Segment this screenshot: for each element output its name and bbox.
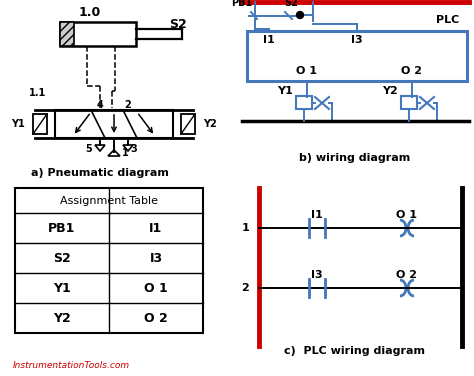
Text: 3: 3 <box>130 144 137 154</box>
Bar <box>60 22 136 46</box>
Text: O 2: O 2 <box>144 311 168 324</box>
Bar <box>296 96 312 109</box>
Text: b) wiring diagram: b) wiring diagram <box>300 153 410 163</box>
Text: Assignment Table: Assignment Table <box>60 196 158 206</box>
Text: PB1: PB1 <box>231 0 252 8</box>
Text: O 1: O 1 <box>144 282 168 294</box>
Text: Y2: Y2 <box>53 311 71 324</box>
Text: 5: 5 <box>85 144 92 154</box>
Text: O 2: O 2 <box>401 66 422 76</box>
Text: 1: 1 <box>122 148 129 158</box>
Text: 1.0: 1.0 <box>79 6 101 18</box>
Text: S2: S2 <box>53 252 71 264</box>
Text: O 1: O 1 <box>297 66 318 76</box>
Text: c)  PLC wiring diagram: c) PLC wiring diagram <box>284 346 426 356</box>
Text: I1: I1 <box>311 210 323 220</box>
Text: Y2: Y2 <box>203 119 217 129</box>
Bar <box>181 114 195 134</box>
Text: S2: S2 <box>169 18 187 30</box>
Text: 2: 2 <box>125 100 131 110</box>
Text: 1: 1 <box>241 223 249 233</box>
Text: 4: 4 <box>97 100 103 110</box>
Text: O 1: O 1 <box>396 210 418 220</box>
Circle shape <box>297 12 303 18</box>
Text: O 2: O 2 <box>396 270 418 280</box>
Text: PLC: PLC <box>436 15 459 25</box>
Text: I3: I3 <box>311 270 323 280</box>
Bar <box>33 114 47 134</box>
Text: a) Pneumatic diagram: a) Pneumatic diagram <box>31 168 169 178</box>
Text: Y1: Y1 <box>277 86 293 96</box>
Bar <box>60 22 74 46</box>
Text: Y1: Y1 <box>11 119 25 129</box>
Text: S2: S2 <box>284 0 298 8</box>
Text: Y1: Y1 <box>53 282 71 294</box>
Bar <box>15 188 203 333</box>
Text: I3: I3 <box>351 35 363 45</box>
Bar <box>401 96 417 109</box>
Text: I3: I3 <box>149 252 163 264</box>
Text: 1.1: 1.1 <box>29 88 46 98</box>
Text: I1: I1 <box>149 221 163 235</box>
Text: 2: 2 <box>241 283 249 293</box>
Text: InstrumentationTools.com: InstrumentationTools.com <box>13 361 130 370</box>
Text: PB1: PB1 <box>48 221 76 235</box>
Text: Y2: Y2 <box>382 86 398 96</box>
Bar <box>55 110 173 138</box>
Bar <box>247 31 467 81</box>
Text: I1: I1 <box>263 35 275 45</box>
